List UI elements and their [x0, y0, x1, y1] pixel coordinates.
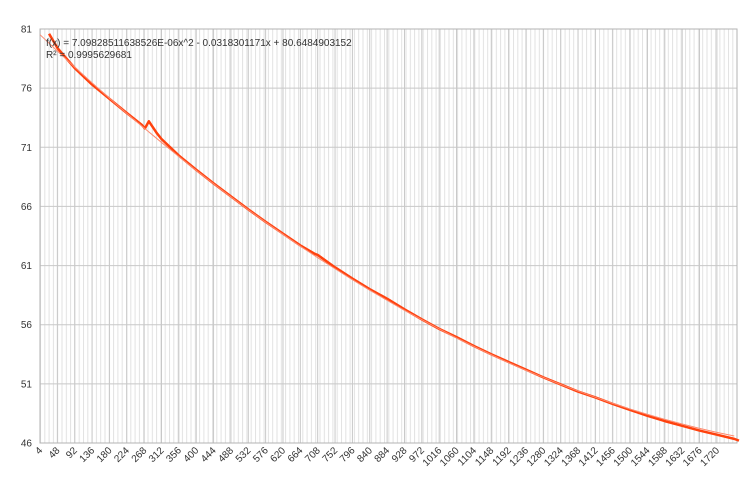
- y-tick-label: 81: [21, 25, 33, 36]
- x-tick-label: 180: [95, 445, 115, 465]
- x-tick-label: 708: [303, 445, 323, 465]
- minor-grid: [40, 29, 737, 443]
- y-tick-label: 61: [21, 261, 33, 272]
- y-tick-label: 46: [21, 439, 33, 450]
- x-tick-label: 356: [164, 445, 184, 465]
- r-squared: R² = 0.9995629681: [46, 50, 132, 61]
- x-tick-label: 928: [390, 445, 410, 465]
- trend-line: [39, 34, 735, 437]
- x-tick-label: 488: [216, 445, 236, 465]
- x-tick-label: 840: [355, 445, 375, 465]
- x-tick-label: 1104: [456, 445, 479, 468]
- x-tick-label: 4: [33, 445, 45, 457]
- y-tick-label: 66: [21, 202, 33, 213]
- x-tick-label: 532: [234, 445, 254, 465]
- plot-border: [39, 28, 738, 444]
- x-tick-label: 576: [251, 445, 271, 465]
- x-tick-label: 1720: [698, 445, 722, 469]
- x-tick-label: 884: [373, 445, 393, 465]
- y-tick-label: 51: [21, 379, 33, 390]
- x-tick-label: 400: [182, 445, 202, 465]
- x-tick-label: 312: [147, 445, 167, 465]
- x-tick-label: 664: [286, 445, 306, 465]
- x-tick-label: 620: [269, 445, 289, 465]
- x-tick-label: 752: [321, 445, 341, 465]
- plot: [39, 33, 740, 442]
- x-tick-label: 268: [130, 445, 150, 465]
- x-tick-label: 224: [112, 445, 132, 465]
- x-tick-label: 136: [78, 445, 98, 465]
- x-tick-label: 48: [47, 445, 63, 461]
- x-tick-label: 1148: [473, 445, 496, 468]
- y-tick-label: 71: [21, 143, 33, 154]
- data-line: [47, 33, 740, 442]
- y-tick-label: 76: [21, 84, 33, 95]
- y-tick-label: 56: [21, 320, 33, 331]
- trendline-equation: f(x) = 7.09828511638526E-06x^2 - 0.03183…: [46, 38, 352, 49]
- x-tick-label: 444: [199, 445, 219, 465]
- x-tick-label: 796: [338, 445, 358, 465]
